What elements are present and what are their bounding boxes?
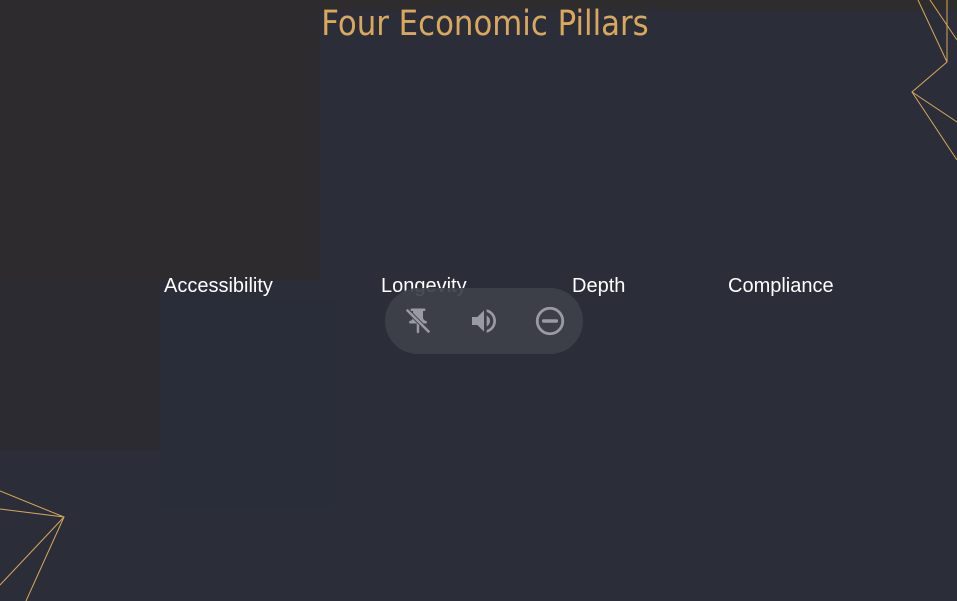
background-panel	[0, 0, 320, 280]
background-panel	[0, 280, 160, 450]
pillar-label-depth: Depth	[572, 275, 626, 297]
slide-title: Four Economic Pillars	[321, 4, 649, 44]
pillar-label-accessibility: Accessibility	[164, 275, 273, 297]
background-strip	[0, 0, 957, 10]
unpin-icon	[405, 308, 431, 334]
decorative-lines-bottom-left	[0, 490, 65, 601]
volume-icon	[472, 309, 496, 333]
background-panel	[160, 300, 335, 510]
remove-button[interactable]	[531, 302, 569, 340]
volume-button[interactable]	[465, 302, 503, 340]
media-control-toolbar	[385, 288, 583, 354]
pillar-label-compliance: Compliance	[728, 275, 834, 297]
remove-circle-icon	[535, 306, 565, 336]
unpin-button[interactable]	[399, 302, 437, 340]
